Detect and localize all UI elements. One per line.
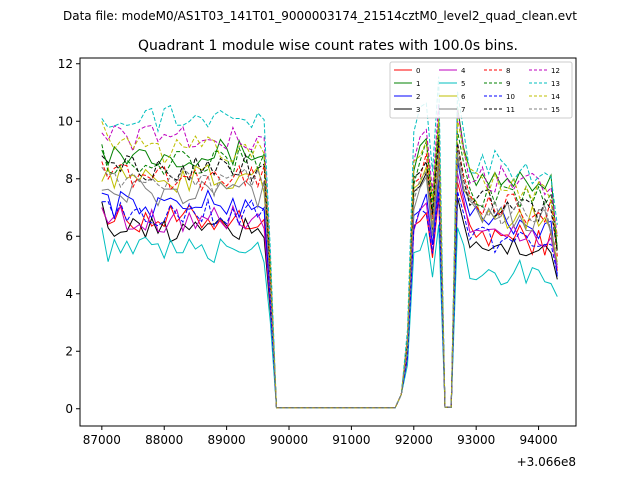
x-tick-label: 90000 (270, 433, 308, 447)
legend-label-3: 3 (416, 106, 420, 114)
x-tick-label: 89000 (208, 433, 246, 447)
y-tick-label: 6 (65, 229, 73, 243)
series-line-10 (101, 191, 558, 409)
series-line-5 (101, 224, 558, 409)
series-line-11 (101, 137, 558, 409)
chart-title: Quadrant 1 module wise count rates with … (138, 38, 518, 54)
legend-label-2: 2 (416, 93, 420, 101)
legend-label-0: 0 (416, 67, 420, 75)
y-tick-label: 8 (65, 172, 73, 186)
legend-label-9: 9 (506, 80, 510, 88)
legend-label-8: 8 (506, 67, 510, 75)
plot-frame (79, 57, 577, 427)
legend-label-12: 12 (551, 67, 560, 75)
x-tick-label: 93000 (457, 433, 495, 447)
y-tick-label: 2 (65, 344, 73, 358)
legend-label-5: 5 (461, 80, 465, 88)
series-line-12 (101, 103, 558, 409)
legend-label-10: 10 (506, 93, 515, 101)
y-tick-label: 4 (65, 287, 73, 301)
x-tick-label: 91000 (332, 433, 370, 447)
x-tick-label: 92000 (395, 433, 433, 447)
legend-label-14: 14 (551, 93, 560, 101)
x-tick-label: 94000 (519, 433, 557, 447)
legend-label-6: 6 (461, 93, 466, 101)
series-line-8 (101, 143, 558, 409)
series-line-0 (101, 182, 558, 409)
legend-label-4: 4 (461, 67, 466, 75)
legend-label-11: 11 (506, 106, 515, 114)
legend-label-15: 15 (551, 106, 560, 114)
y-axis: 0 2 4 6 8 10 12 (58, 57, 80, 416)
legend-frame (389, 61, 573, 119)
legend-label-1: 1 (416, 80, 420, 88)
x-tick-label: 88000 (145, 433, 183, 447)
y-tick-label: 0 (65, 402, 73, 416)
y-tick-label: 12 (58, 57, 73, 71)
x-axis: 87000 88000 89000 90000 91000 92000 93000 94000 (83, 426, 558, 447)
series-line-3 (101, 158, 558, 409)
plot-area (101, 76, 558, 409)
series-line-1 (101, 106, 558, 409)
legend-label-7: 7 (461, 106, 465, 114)
legend-label-13: 13 (551, 80, 560, 88)
series-line-15 (101, 152, 558, 409)
x-offset-label: +3.066e8 (517, 455, 576, 469)
series-line-14 (101, 118, 558, 409)
y-tick-label: 10 (58, 114, 73, 128)
suptitle: Data file: modeM0/AS1T03_141T01_90000031… (63, 9, 577, 23)
x-tick-label: 87000 (83, 433, 121, 447)
